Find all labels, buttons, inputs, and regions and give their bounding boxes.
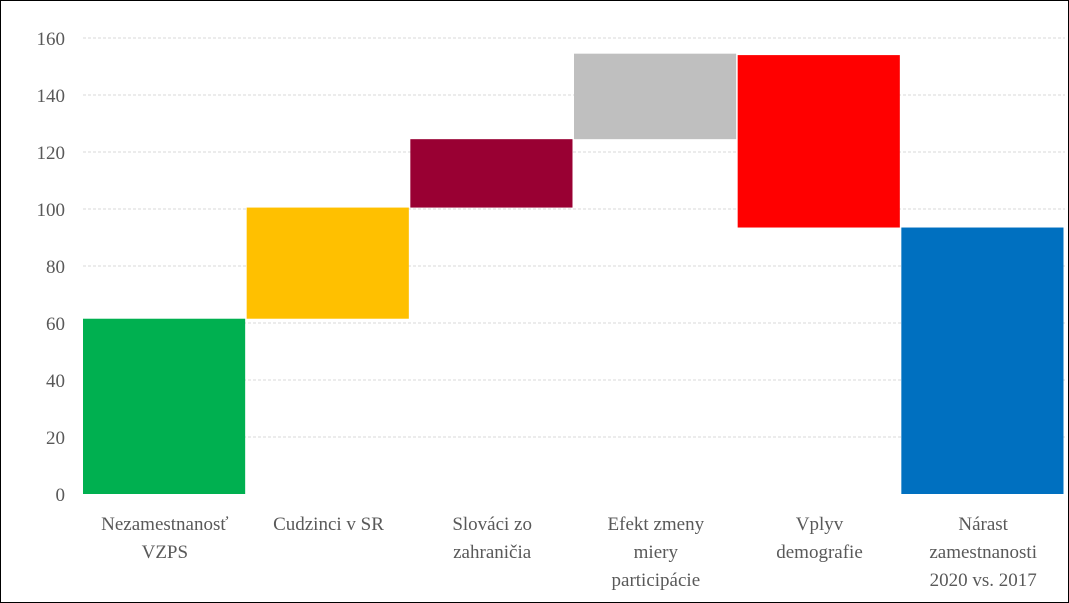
x-category-label-line: zahraničia xyxy=(453,542,532,563)
x-category-label: Cudzinci v SR xyxy=(273,514,384,535)
y-tick-label: 120 xyxy=(37,143,66,164)
x-category-label-line: Cudzinci v SR xyxy=(273,514,384,535)
bar xyxy=(901,227,1064,494)
bar xyxy=(737,55,900,228)
x-category-label: Nárast zamestnanosti 2020 vs. 2017 xyxy=(929,514,1037,591)
x-category-label-line: Slováci zo xyxy=(452,514,532,535)
x-category-label-line: miery xyxy=(634,542,679,563)
bar xyxy=(246,207,409,319)
x-category-label-line: Vplyv xyxy=(796,514,844,535)
x-category-label-line: 2020 vs. 2017 xyxy=(930,570,1037,591)
x-category-label: Efekt zmeny miery participácie xyxy=(608,514,705,591)
y-tick-label: 100 xyxy=(37,200,66,221)
y-tick-label: 40 xyxy=(46,371,65,392)
x-category-label: Nezamestnanosť VZPS xyxy=(101,514,228,563)
y-tick-label: 160 xyxy=(37,29,66,50)
x-category-label-line: VZPS xyxy=(142,542,188,563)
y-tick-label: 0 xyxy=(56,485,66,506)
x-category-label-line: participácie xyxy=(612,570,701,591)
x-category-label: Slováci zo zahraničia xyxy=(452,514,532,563)
x-category-label-line: demografie xyxy=(776,542,863,563)
bar xyxy=(410,139,573,208)
x-axis-labels: Nezamestnanosť VZPS Cudzinci v SR Slováci z… xyxy=(101,514,1037,591)
bar xyxy=(83,318,246,494)
bar xyxy=(574,53,737,140)
x-category-label: Vplyv demografie xyxy=(776,514,863,563)
y-tick-label: 140 xyxy=(37,86,66,107)
y-tick-label: 80 xyxy=(46,257,65,278)
y-axis-ticks: 0 20 40 60 80 100 120 140 160 xyxy=(37,29,66,506)
bars xyxy=(83,53,1064,494)
y-tick-label: 60 xyxy=(46,314,65,335)
x-category-label-line: zamestnanosti xyxy=(929,542,1037,563)
x-category-label-line: Efekt zmeny xyxy=(608,514,705,535)
x-category-label-line: Nárast xyxy=(958,514,1008,535)
y-tick-label: 20 xyxy=(46,428,65,449)
x-category-label-line: Nezamestnanosť xyxy=(101,514,228,535)
